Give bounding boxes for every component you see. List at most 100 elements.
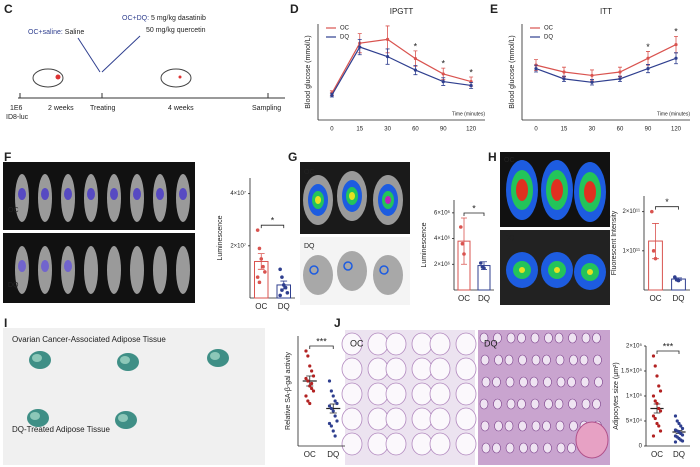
- adipocyte: [411, 407, 433, 431]
- adipocyte: [519, 376, 528, 388]
- data-point: [327, 404, 332, 408]
- group-name: OC+DQ:: [122, 15, 149, 22]
- panel-letter: E: [490, 2, 498, 16]
- data-point: [657, 384, 661, 388]
- data-point: [658, 409, 663, 413]
- adipocyte: [543, 442, 552, 454]
- data-point: [479, 261, 483, 265]
- data-point: [306, 354, 310, 358]
- y-tick-label: 5×10⁴: [626, 418, 643, 425]
- signal: [18, 260, 26, 272]
- organ: [337, 251, 367, 291]
- y-axis-label: Relative SA-β-gal activity: [285, 352, 292, 430]
- panel-letter: H: [488, 150, 497, 164]
- adipocyte: [530, 332, 540, 344]
- x-tick-label: OC: [651, 450, 663, 459]
- data-point: [255, 228, 260, 232]
- adipocyte: [542, 354, 551, 366]
- adipocyte: [429, 407, 451, 431]
- data-point: [462, 252, 466, 256]
- adipocyte: [506, 332, 516, 344]
- data-point: [259, 257, 264, 261]
- marker: [330, 93, 334, 97]
- marker: [590, 73, 594, 78]
- adipocyte: [341, 332, 363, 356]
- adipocyte: [568, 398, 577, 410]
- adipocyte: [556, 376, 566, 388]
- adipocyte: [411, 357, 433, 381]
- tissue: [210, 352, 220, 360]
- x-tick-label: 30: [589, 127, 596, 133]
- panel-letter: G: [288, 150, 297, 164]
- adipocyte: [530, 398, 540, 410]
- data-point: [304, 349, 308, 353]
- significance: ***: [316, 336, 327, 346]
- data-point: [285, 290, 290, 295]
- data-point: [650, 209, 654, 214]
- adipocyte: [554, 398, 564, 410]
- data-point: [658, 429, 663, 433]
- data-point: [257, 246, 262, 251]
- treatment: Saline: [65, 29, 85, 36]
- panel-letter: J: [334, 316, 341, 330]
- data-point: [335, 419, 339, 423]
- significance-bracket: [309, 345, 334, 349]
- significance: *: [469, 67, 473, 77]
- significance: *: [665, 197, 669, 207]
- significance-bracket: [656, 350, 680, 354]
- signal: [349, 192, 355, 200]
- x-tick-label: 120: [671, 127, 682, 133]
- adipocyte: [504, 420, 514, 432]
- arrow: [77, 37, 101, 73]
- y-tick-label: 1×10¹¹: [622, 248, 640, 254]
- signal: [519, 267, 525, 273]
- timeline-label: 4 weeks: [168, 105, 194, 112]
- x-tick-label: 15: [561, 127, 568, 133]
- data-point: [673, 414, 678, 418]
- data-point: [655, 401, 659, 406]
- line: [331, 38, 472, 94]
- mouse: [176, 246, 190, 294]
- x-tick-label: 90: [440, 127, 447, 133]
- x-axis-label: Time (minutes): [657, 111, 690, 117]
- adipocyte: [455, 382, 477, 406]
- image-label: DQ: [8, 282, 19, 289]
- data-point: [333, 399, 337, 403]
- line: [535, 57, 677, 83]
- legend-label: OC: [340, 26, 350, 32]
- panel-letter: I: [4, 316, 7, 330]
- x-tick-label: 0: [330, 127, 334, 133]
- data-point: [281, 283, 286, 287]
- significance: *: [472, 203, 476, 213]
- adipocyte: [518, 420, 527, 432]
- mouse: [153, 246, 167, 294]
- signal: [64, 188, 72, 200]
- x-tick-label: DQ: [673, 294, 685, 303]
- signal: [516, 179, 528, 201]
- adipocyte: [581, 332, 591, 344]
- mouse: [84, 246, 98, 294]
- panel-letter: C: [4, 2, 13, 16]
- data-point: [278, 293, 282, 298]
- adipocyte: [505, 442, 515, 454]
- significance: *: [271, 216, 275, 226]
- x-tick-label: 0: [534, 127, 538, 133]
- marker: [385, 55, 390, 59]
- marker: [441, 72, 445, 76]
- data-point: [655, 374, 659, 378]
- adipocyte: [569, 354, 578, 366]
- marker: [646, 66, 650, 71]
- x-tick-label: 90: [645, 127, 652, 133]
- data-point: [327, 421, 332, 426]
- image-label: DQ-Treated Adipose Tissue: [12, 425, 111, 434]
- marker: [618, 77, 622, 81]
- timeline-label: 1E6: [10, 105, 23, 112]
- marker: [562, 77, 566, 81]
- x-tick-label: 60: [617, 127, 624, 133]
- adipocyte: [429, 432, 451, 456]
- adipocyte: [554, 332, 564, 344]
- adipocyte: [581, 398, 591, 410]
- data-point: [310, 386, 314, 391]
- signal: [584, 181, 596, 203]
